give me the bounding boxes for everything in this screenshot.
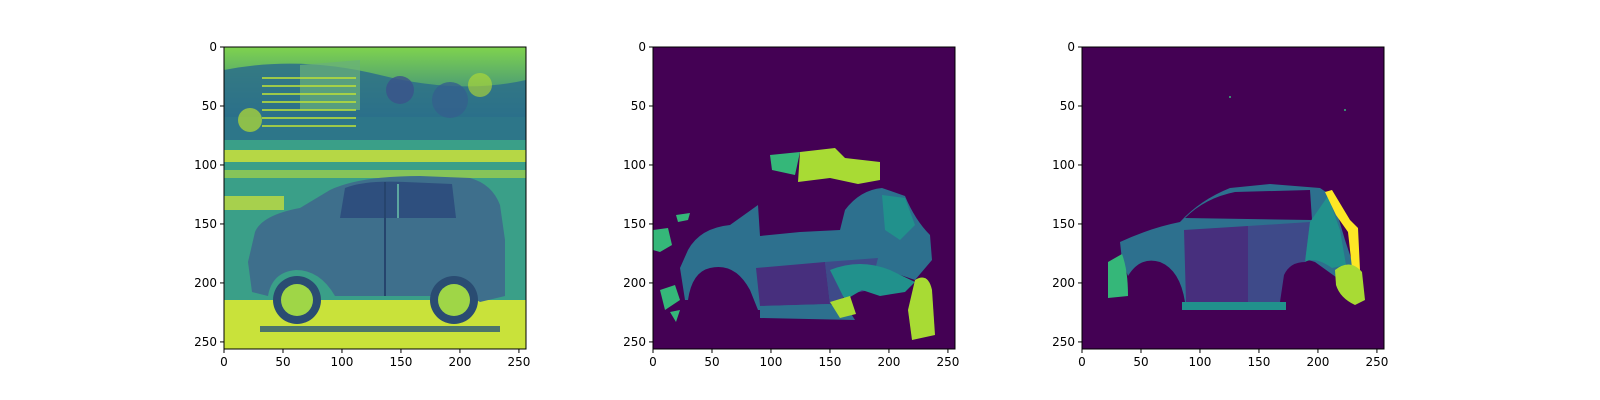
- y-tick-label: 100: [1052, 158, 1075, 172]
- axes-frame: [652, 46, 956, 350]
- segment-sill: [1182, 302, 1286, 310]
- y-tick-label: 100: [623, 158, 646, 172]
- axes-frame: [1081, 46, 1385, 350]
- axes-frame: [223, 46, 527, 350]
- x-tick-label: 100: [331, 355, 354, 369]
- segment-front-door: [756, 262, 830, 306]
- x-tick-label: 200: [877, 355, 900, 369]
- segment-rear-quarter: [1305, 196, 1346, 268]
- segment-roof-green: [770, 152, 800, 175]
- y-tick-label: 0: [638, 40, 646, 54]
- x-tick-label: 150: [390, 355, 413, 369]
- x-tick-label: 150: [819, 355, 842, 369]
- y-tick-label: 250: [623, 335, 646, 349]
- image-original: [224, 47, 526, 349]
- x-tick-label: 100: [1189, 355, 1212, 369]
- window-cutout: [1185, 190, 1312, 220]
- x-tick-label: 100: [760, 355, 783, 369]
- x-tick-label: 150: [1248, 355, 1271, 369]
- y-tick-label: 0: [1067, 40, 1075, 54]
- y-tick-label: 200: [1052, 276, 1075, 290]
- x-tick-label: 250: [1365, 355, 1388, 369]
- y-tick-label: 150: [1052, 217, 1075, 231]
- y-tick-label: 0: [209, 40, 217, 54]
- y-tick-label: 200: [194, 276, 217, 290]
- y-tick-label: 50: [202, 99, 217, 113]
- x-tick-label: 250: [936, 355, 959, 369]
- x-tick-label: 50: [1133, 355, 1148, 369]
- segment-front-door: [1184, 226, 1248, 302]
- segment-left-green: [653, 228, 672, 252]
- x-tick-label: 0: [1078, 355, 1086, 369]
- segment-taillight: [1335, 264, 1365, 305]
- x-tick-label: 200: [1306, 355, 1329, 369]
- y-tick-label: 100: [194, 158, 217, 172]
- x-tick-label: 250: [507, 355, 530, 369]
- x-tick-label: 0: [220, 355, 228, 369]
- y-tick-label: 200: [623, 276, 646, 290]
- y-tick-label: 50: [631, 99, 646, 113]
- x-tick-label: 50: [275, 355, 290, 369]
- segment-taillight: [908, 277, 935, 340]
- segment-rear-pillar: [1325, 190, 1360, 270]
- y-tick-label: 250: [194, 335, 217, 349]
- segment-body-teal: [680, 188, 932, 310]
- x-tick-label: 50: [704, 355, 719, 369]
- image-predicted-mask: [653, 47, 955, 349]
- segment-rear-door: [1248, 222, 1310, 302]
- image-ground-truth-mask: [1082, 47, 1384, 349]
- y-tick-label: 250: [1052, 335, 1075, 349]
- segment-roof-yellow: [798, 148, 880, 184]
- y-tick-label: 150: [194, 217, 217, 231]
- x-tick-label: 0: [649, 355, 657, 369]
- y-tick-label: 50: [1060, 99, 1075, 113]
- segment-rear-quarter: [830, 264, 915, 300]
- y-tick-label: 150: [623, 217, 646, 231]
- x-tick-label: 200: [448, 355, 471, 369]
- segment-front-bumper: [1108, 254, 1128, 298]
